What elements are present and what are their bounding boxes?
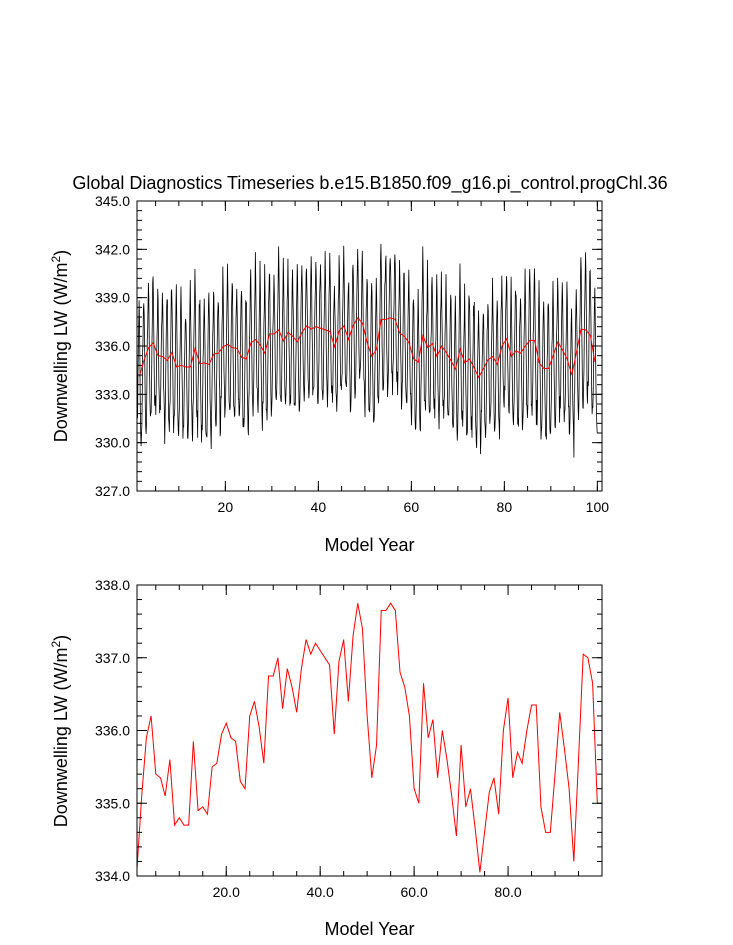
top-chart-ytick-label: 330.0 bbox=[95, 435, 130, 451]
chart-title: Global Diagnostics Timeseries b.e15.B185… bbox=[72, 173, 667, 194]
bottom-chart-series-group bbox=[136, 602, 598, 873]
top-chart-series-group bbox=[136, 243, 598, 458]
top-chart-ytick-label: 342.0 bbox=[95, 241, 130, 257]
top-chart-ytick-label: 327.0 bbox=[95, 483, 130, 499]
top-chart-xtick-label: 60 bbox=[404, 499, 420, 515]
top-chart-xtick-label: 80 bbox=[497, 499, 513, 515]
bottom-chart-xtick-label: 80.0 bbox=[494, 884, 521, 900]
top-chart-ytick-label: 345.0 bbox=[95, 193, 130, 209]
bottom-chart-xlabel: Model Year bbox=[324, 919, 414, 939]
top-chart-xtick-label: 20 bbox=[218, 499, 234, 515]
bottom-chart-xtick-label: 40.0 bbox=[307, 884, 334, 900]
bottom-chart-ytick-label: 336.0 bbox=[95, 723, 130, 739]
bottom-chart-ytick-label: 337.0 bbox=[95, 650, 130, 666]
top-chart: 20 40 60 80 100 327.0 330.0 333.0 336.0 339.0 342.… bbox=[49, 193, 609, 555]
bottom-chart-ytick-label: 338.0 bbox=[95, 577, 130, 593]
bottom-chart-xtick-label: 60.0 bbox=[400, 884, 427, 900]
bottom-chart-ytick-label: 335.0 bbox=[95, 795, 130, 811]
bottom-chart-annual-line bbox=[136, 602, 598, 873]
top-chart-ticks: 20 40 60 80 100 327.0 330.0 333.0 336.0 339.0 342.… bbox=[95, 193, 609, 515]
top-chart-frame bbox=[136, 200, 603, 492]
bottom-chart-ylabel: Downwelling LW (W/m2) bbox=[49, 635, 71, 827]
top-chart-annual-line bbox=[138, 316, 596, 379]
top-chart-monthly-line bbox=[136, 243, 598, 458]
bottom-chart-frame bbox=[136, 584, 603, 877]
bottom-chart-ylabel-superscript: 2 bbox=[49, 640, 63, 647]
top-chart-xlabel: Model Year bbox=[324, 535, 414, 555]
top-chart-ytick-label: 336.0 bbox=[95, 338, 130, 354]
top-chart-ylabel: Downwelling LW (W/m2) bbox=[49, 250, 71, 442]
bottom-chart-xtick-label: 20.0 bbox=[213, 884, 240, 900]
bottom-chart-ytick-label: 334.0 bbox=[95, 868, 130, 884]
top-chart-xtick-label: 100 bbox=[586, 499, 610, 515]
top-chart-ytick-label: 339.0 bbox=[95, 290, 130, 306]
bottom-chart-ticks: 20.0 40.0 60.0 80.0 334.0 335.0 336.0 337.0 338.… bbox=[95, 577, 603, 900]
top-chart-xtick-label: 40 bbox=[311, 499, 327, 515]
top-chart-ytick-label: 333.0 bbox=[95, 386, 130, 402]
top-chart-ylabel-superscript: 2 bbox=[49, 255, 63, 262]
bottom-chart: 20.0 40.0 60.0 80.0 334.0 335.0 336.0 337.0 338.… bbox=[49, 577, 603, 939]
